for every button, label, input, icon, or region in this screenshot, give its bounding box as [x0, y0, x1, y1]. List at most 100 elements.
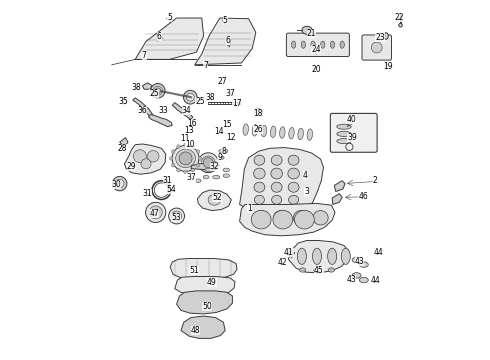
Circle shape — [155, 88, 161, 94]
Text: 43: 43 — [346, 275, 356, 284]
Text: 51: 51 — [189, 266, 198, 275]
Circle shape — [191, 168, 195, 172]
Text: 48: 48 — [191, 326, 200, 335]
Ellipse shape — [340, 41, 344, 48]
Ellipse shape — [311, 41, 315, 48]
Text: 6: 6 — [157, 32, 162, 41]
Text: 26: 26 — [253, 125, 263, 134]
Text: 25: 25 — [149, 89, 159, 98]
Circle shape — [198, 157, 202, 160]
Ellipse shape — [302, 26, 312, 34]
Ellipse shape — [254, 155, 265, 165]
Ellipse shape — [352, 273, 361, 278]
Polygon shape — [148, 114, 172, 127]
FancyBboxPatch shape — [286, 33, 349, 57]
Text: 49: 49 — [207, 278, 217, 287]
Ellipse shape — [153, 86, 162, 95]
Text: 24: 24 — [312, 45, 321, 54]
Polygon shape — [124, 144, 166, 174]
Circle shape — [169, 208, 185, 224]
Text: 52: 52 — [212, 193, 222, 202]
Text: 28: 28 — [117, 144, 126, 153]
Text: 43: 43 — [355, 256, 365, 266]
Text: 9: 9 — [218, 153, 222, 162]
Ellipse shape — [261, 125, 267, 137]
Ellipse shape — [254, 182, 265, 192]
Text: 44: 44 — [374, 248, 384, 257]
Ellipse shape — [186, 93, 194, 101]
Ellipse shape — [371, 42, 382, 53]
Circle shape — [141, 159, 151, 169]
Text: 30: 30 — [111, 180, 121, 189]
Polygon shape — [191, 163, 219, 170]
Ellipse shape — [251, 210, 271, 229]
Ellipse shape — [301, 41, 305, 48]
Circle shape — [184, 143, 187, 147]
Polygon shape — [288, 240, 349, 273]
Ellipse shape — [223, 174, 229, 177]
Text: 50: 50 — [202, 302, 212, 311]
Ellipse shape — [254, 195, 265, 204]
Text: 25: 25 — [195, 97, 205, 106]
Ellipse shape — [270, 126, 276, 138]
Circle shape — [176, 168, 180, 172]
Ellipse shape — [176, 149, 196, 168]
Circle shape — [191, 145, 195, 148]
Text: 18: 18 — [253, 109, 263, 117]
Ellipse shape — [271, 182, 282, 192]
Text: 17: 17 — [232, 99, 242, 108]
Text: 46: 46 — [358, 192, 368, 201]
Text: 11: 11 — [180, 134, 189, 143]
Polygon shape — [288, 250, 294, 257]
Text: 7: 7 — [203, 61, 208, 70]
Circle shape — [116, 179, 124, 188]
Ellipse shape — [298, 128, 303, 140]
Ellipse shape — [151, 84, 165, 98]
Polygon shape — [120, 138, 128, 147]
Ellipse shape — [359, 277, 368, 283]
Text: 37: 37 — [186, 173, 196, 182]
Polygon shape — [240, 203, 335, 236]
Polygon shape — [133, 98, 153, 118]
Ellipse shape — [293, 211, 308, 225]
Circle shape — [146, 202, 166, 222]
Ellipse shape — [297, 248, 306, 264]
Ellipse shape — [314, 268, 320, 272]
Ellipse shape — [254, 211, 269, 225]
FancyBboxPatch shape — [330, 113, 377, 152]
Ellipse shape — [201, 156, 215, 170]
Circle shape — [172, 163, 175, 167]
Text: 37: 37 — [226, 89, 236, 98]
Circle shape — [172, 150, 175, 153]
Text: 12: 12 — [226, 133, 235, 142]
Polygon shape — [170, 258, 237, 279]
Text: 8: 8 — [221, 148, 226, 157]
Ellipse shape — [288, 182, 299, 192]
Ellipse shape — [288, 155, 299, 165]
Text: 5: 5 — [167, 13, 172, 22]
Circle shape — [113, 176, 127, 191]
Ellipse shape — [252, 125, 258, 136]
Ellipse shape — [288, 168, 299, 179]
Ellipse shape — [203, 175, 209, 179]
Text: 35: 35 — [119, 97, 128, 106]
Ellipse shape — [384, 33, 388, 39]
Ellipse shape — [289, 195, 298, 204]
Circle shape — [179, 152, 192, 165]
Ellipse shape — [320, 41, 325, 48]
Text: 21: 21 — [307, 29, 317, 38]
Text: 29: 29 — [127, 162, 136, 171]
Text: 38: 38 — [205, 94, 215, 103]
Text: 41: 41 — [284, 248, 294, 257]
Text: 4: 4 — [303, 171, 308, 180]
Polygon shape — [334, 181, 345, 192]
Ellipse shape — [280, 127, 285, 138]
Ellipse shape — [328, 268, 335, 272]
Ellipse shape — [271, 155, 282, 165]
Ellipse shape — [342, 248, 350, 264]
Circle shape — [184, 170, 187, 174]
Text: 10: 10 — [186, 140, 195, 149]
Ellipse shape — [208, 194, 220, 205]
Polygon shape — [240, 148, 323, 215]
Ellipse shape — [210, 162, 219, 166]
